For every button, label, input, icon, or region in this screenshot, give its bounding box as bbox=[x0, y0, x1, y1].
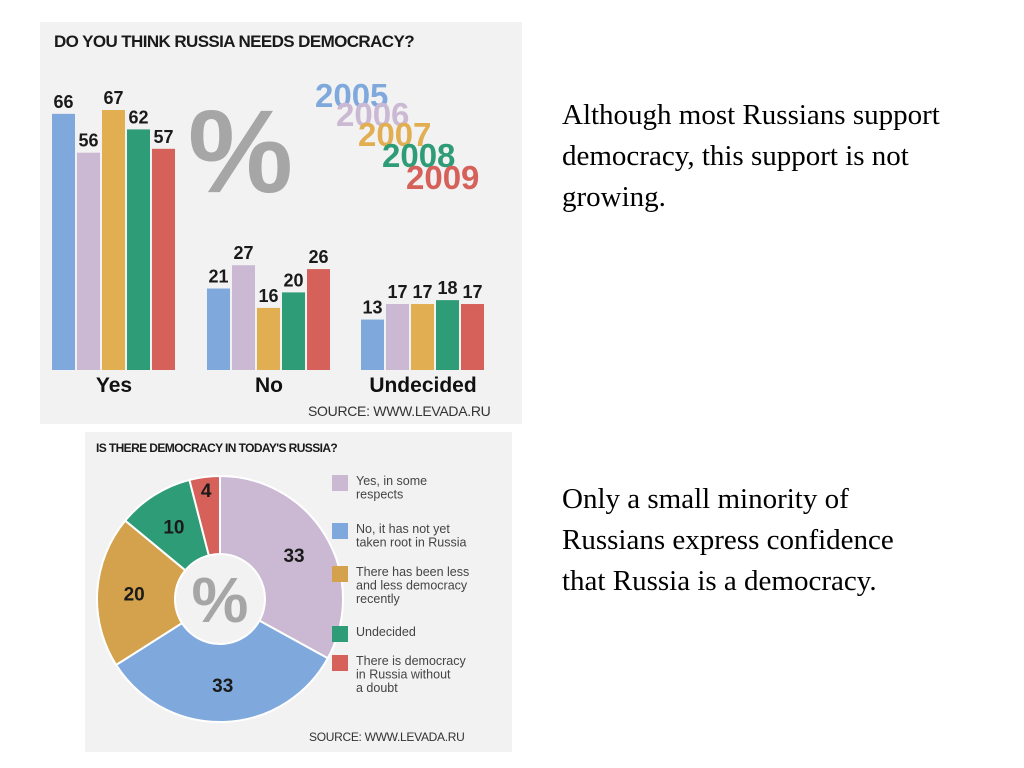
commentary-text-1: Although most Russians support democracy… bbox=[562, 99, 940, 213]
bar-yes-2009 bbox=[152, 148, 175, 370]
bar-no-2005 bbox=[207, 288, 230, 370]
bar-undecided-2007 bbox=[411, 304, 434, 370]
bar-value-label: 18 bbox=[437, 278, 457, 298]
bar-value-label: 27 bbox=[233, 243, 253, 263]
bar-value-label: 57 bbox=[153, 127, 173, 147]
bar-value-label: 26 bbox=[308, 247, 328, 267]
bar-yes-2008 bbox=[127, 129, 150, 370]
bar-yes-2006 bbox=[77, 152, 100, 370]
bar-undecided-2005 bbox=[361, 319, 384, 370]
bar-value-label: 16 bbox=[258, 286, 278, 306]
bar-yes-2007 bbox=[102, 110, 125, 370]
legend-label: Yes, in some respects bbox=[356, 474, 427, 502]
bar-value-label: 20 bbox=[283, 270, 303, 290]
donut-slice-5 bbox=[188, 474, 221, 557]
commentary-text-2: Only a small minority of Russians expres… bbox=[562, 483, 894, 597]
bar-chart-title: DO YOU THINK RUSSIA NEEDS DEMOCRACY? bbox=[54, 32, 415, 51]
legend-swatch bbox=[332, 626, 348, 642]
bar-value-label: 62 bbox=[128, 107, 148, 127]
category-label: Undecided bbox=[369, 374, 476, 397]
pie-chart-source: SOURCE: WWW.LEVADA.RU bbox=[309, 730, 465, 744]
bar-value-label: 17 bbox=[387, 282, 407, 302]
bar-undecided-2006 bbox=[386, 304, 409, 370]
bar-value-label: 66 bbox=[53, 92, 73, 112]
legend-year-2008: 2008 bbox=[382, 137, 455, 174]
bar-no-2009 bbox=[307, 269, 330, 370]
legend-label: Undecided bbox=[356, 625, 416, 639]
legend-label: There has been less and less democracy rec… bbox=[356, 565, 469, 606]
legend-swatch bbox=[332, 475, 348, 491]
bar-chart-source: SOURCE: WWW.LEVADA.RU bbox=[308, 403, 491, 419]
bar-no-2006 bbox=[232, 265, 255, 370]
bar-chart-panel: DO YOU THINK RUSSIA NEEDS DEMOCRACY? 66 5… bbox=[40, 22, 522, 424]
donut-slice-2 bbox=[114, 619, 330, 723]
pie-chart-panel: IS THERE DEMOCRACY IN TODAY'S RUSSIA? 33… bbox=[85, 432, 512, 752]
legend-year-2007: 2007 bbox=[358, 116, 431, 153]
donut-slice-3 bbox=[96, 519, 187, 667]
category-label: Yes bbox=[96, 374, 132, 397]
bar-value-label: 67 bbox=[103, 88, 123, 108]
donut-value-label: 10 bbox=[163, 517, 184, 538]
legend-year-2005: 2005 bbox=[315, 77, 388, 114]
percent-symbol: % bbox=[188, 86, 293, 218]
legend-swatch bbox=[332, 523, 348, 539]
legend-year-2006: 2006 bbox=[336, 96, 409, 133]
bar-value-label: 21 bbox=[208, 267, 228, 287]
donut-value-label: 33 bbox=[283, 546, 304, 567]
legend-swatch bbox=[332, 566, 348, 582]
category-label: No bbox=[255, 374, 283, 397]
donut-value-label: 4 bbox=[201, 481, 212, 502]
legend-label: No, it has not yet taken root in Russia bbox=[356, 522, 467, 550]
bar-undecided-2008 bbox=[436, 300, 459, 370]
bar-value-label: 17 bbox=[462, 282, 482, 302]
legend-year-2009: 2009 bbox=[406, 159, 479, 196]
bar-value-label: 13 bbox=[362, 298, 382, 318]
bar-undecided-2009 bbox=[461, 304, 484, 370]
donut-center-percent: % bbox=[192, 564, 249, 636]
donut-value-label: 20 bbox=[124, 585, 145, 606]
legend-label: There is democracy in Russia without a dou… bbox=[356, 654, 467, 695]
bar-yes-2005 bbox=[52, 113, 75, 370]
bar-no-2008 bbox=[282, 292, 305, 370]
bar-value-label: 17 bbox=[412, 282, 432, 302]
pie-chart-title: IS THERE DEMOCRACY IN TODAY'S RUSSIA? bbox=[96, 441, 338, 455]
donut-value-label: 33 bbox=[212, 676, 233, 697]
legend-swatch bbox=[332, 655, 348, 671]
bar-value-label: 56 bbox=[78, 131, 98, 151]
donut-chart: 33 33 20 10 4% Yes, in some respects No, it has… bbox=[96, 474, 469, 723]
bar-no-2007 bbox=[257, 307, 280, 370]
